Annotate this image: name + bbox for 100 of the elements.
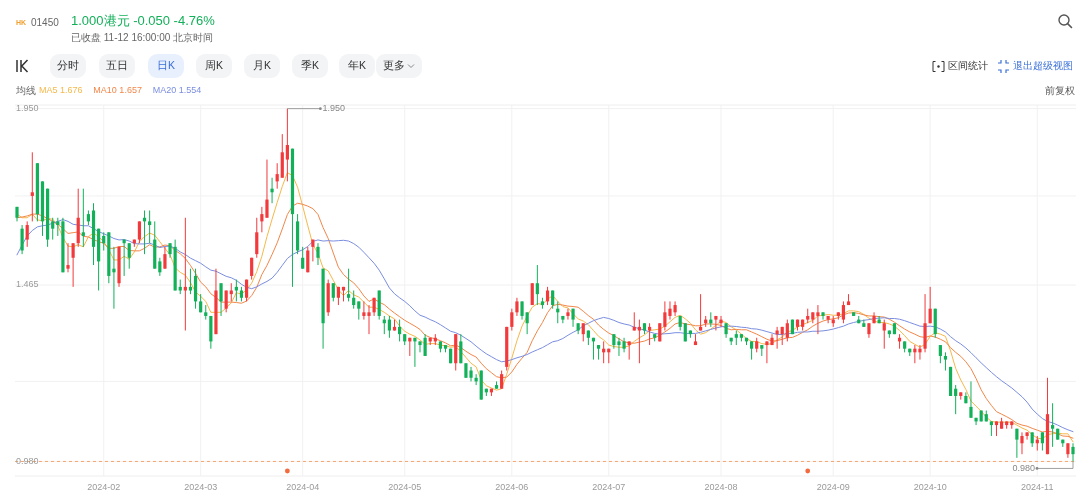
chart-subtitle: 已收盘 11-12 16:00:00 北京时间 (71, 31, 214, 43)
tab-button: 年K (339, 54, 375, 78)
candlestick (158, 257, 162, 277)
text: 前复权 (1045, 84, 1075, 96)
tab-button: 五日 (99, 54, 135, 78)
x-tick-label: 2024-05 (388, 482, 422, 493)
candlestick (566, 308, 570, 321)
candlestick (71, 242, 75, 288)
candlestick (30, 151, 34, 222)
candlestick (51, 217, 55, 241)
tab-button: 季K (292, 54, 328, 78)
candlestick (750, 340, 754, 361)
candlestick (352, 290, 356, 310)
candlestick (1071, 442, 1075, 462)
candlestick (520, 300, 524, 321)
candlestick (20, 224, 24, 255)
text: 区间统计 (948, 60, 988, 72)
candlestick (25, 220, 29, 248)
candlestick (398, 319, 402, 342)
candlestick (413, 337, 417, 368)
x-tick-label: 2024-04 (286, 482, 320, 493)
candlestick (969, 380, 973, 419)
candlestick (127, 242, 131, 270)
candlestick (515, 297, 519, 317)
candlestick (346, 268, 351, 302)
candlestick (882, 319, 886, 350)
x-tick-label: 2024-07 (592, 482, 626, 493)
x-tick-label: 2024-09 (816, 482, 850, 493)
candlestick (163, 246, 167, 270)
y-tick-label: 0.980 (16, 455, 39, 466)
x-tick-label: 2024-06 (495, 482, 529, 493)
text: MA20 1.554 (152, 85, 202, 96)
candlestick (316, 242, 320, 266)
candlestick (938, 344, 942, 364)
candlestick (459, 333, 463, 364)
candlestick (260, 206, 264, 233)
y-tick-label: 1.950 (16, 103, 39, 114)
candlestick (581, 322, 585, 342)
annotation: 1.950 (322, 103, 345, 114)
candlestick (265, 159, 269, 219)
candlestick (719, 315, 723, 328)
candlestick (148, 209, 152, 244)
candlestick (663, 300, 667, 332)
candlestick (821, 311, 825, 321)
candlestick (816, 304, 820, 335)
candlestick (954, 384, 958, 415)
candlestick (525, 311, 529, 335)
legend-title: 均线 (15, 84, 36, 96)
candlestick (500, 370, 504, 390)
chart-title: 1.000港元 -0.050 -4.76% (71, 13, 216, 29)
candlestick (275, 162, 279, 190)
candlestick (1020, 431, 1024, 455)
candlestick (918, 344, 922, 361)
candlestick (306, 246, 310, 273)
tab-button: 周K (196, 54, 232, 78)
annotation: 0.980 (1012, 462, 1035, 473)
candlestick (219, 282, 223, 317)
candlestick (362, 300, 366, 321)
candlestick (637, 319, 641, 364)
candlestick (1015, 428, 1019, 459)
candlestick (188, 268, 193, 295)
candlestick (387, 315, 392, 339)
candlestick (1050, 402, 1055, 448)
candlestick (81, 188, 85, 248)
candlestick (418, 340, 422, 353)
x-tick-label: 2024-11 (1021, 482, 1054, 493)
candlestick (632, 311, 636, 332)
candlestick (102, 231, 106, 251)
text: MA5 1.676 (39, 85, 83, 96)
candlestick (714, 315, 718, 332)
tab-button: 月K (244, 54, 280, 78)
candlestick (974, 417, 978, 426)
x-tick-label: 2024-08 (704, 482, 738, 493)
text: MA10 1.657 (93, 85, 142, 96)
text: 01450 (31, 16, 60, 28)
candlestick (66, 242, 70, 273)
candlestick (785, 319, 789, 342)
tab-button: 日K (148, 54, 184, 78)
candlestick (1040, 431, 1044, 452)
candlestick (841, 300, 846, 324)
text: 退出超级视图 (1013, 60, 1073, 72)
candlestick (698, 293, 703, 332)
candlestick (535, 264, 539, 306)
y-tick-label: 1.465 (16, 279, 39, 290)
candlestick (255, 217, 259, 259)
candlestick (285, 108, 289, 182)
x-tick-label: 2024-02 (87, 482, 121, 493)
candlestick (270, 177, 274, 204)
candlestick (627, 340, 631, 361)
candlestick (423, 333, 427, 357)
candlestick (234, 279, 238, 302)
candlestick (1025, 431, 1029, 441)
candlestick (331, 282, 335, 302)
candlestick (301, 246, 305, 270)
candlestick (367, 304, 371, 335)
x-tick-label: 2024-10 (913, 482, 947, 493)
candlestick (183, 217, 187, 332)
candlestick (56, 217, 60, 237)
candlestick (357, 300, 361, 321)
candlestick (510, 308, 514, 332)
